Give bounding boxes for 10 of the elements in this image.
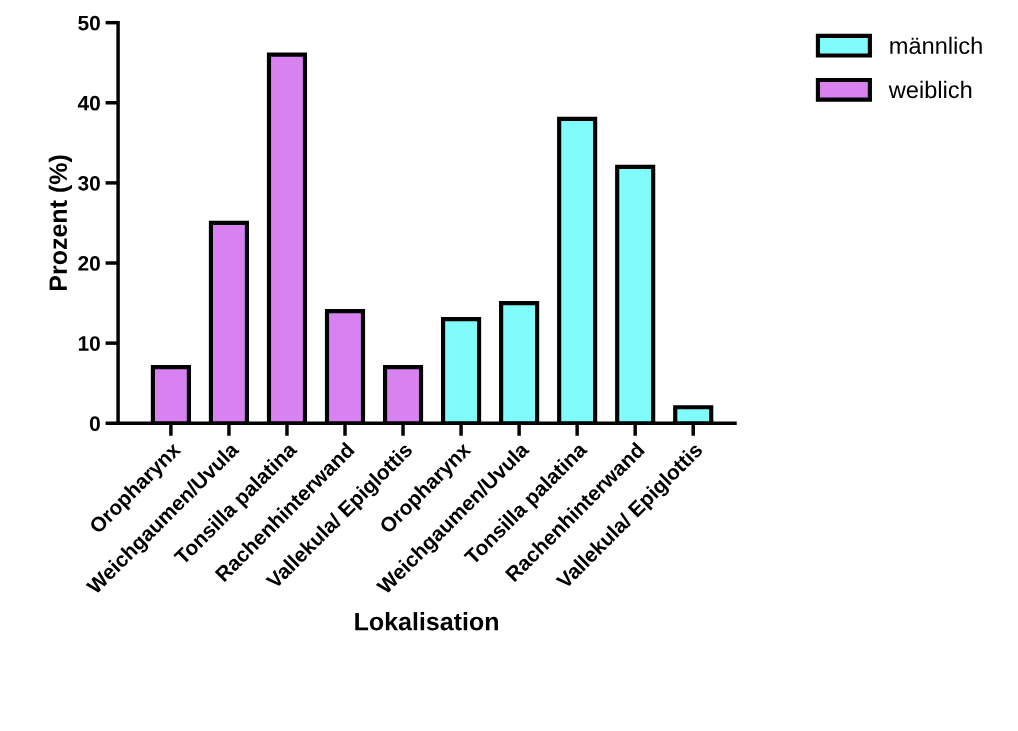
y-tick-label: 40 bbox=[77, 95, 100, 111]
y-tick-label: 50 bbox=[78, 15, 100, 31]
x-axis-title: Lokalisation bbox=[355, 612, 498, 631]
y-tick-label: 30 bbox=[78, 175, 100, 191]
y-tick-label: 20 bbox=[78, 256, 100, 271]
y-tick-label: 10 bbox=[78, 336, 100, 351]
y-tick-label: 0 bbox=[89, 416, 100, 431]
legend-label: weiblich bbox=[888, 80, 972, 99]
legend-label: männlich bbox=[890, 36, 982, 55]
y-axis-title: Prozent (%) bbox=[48, 155, 72, 291]
